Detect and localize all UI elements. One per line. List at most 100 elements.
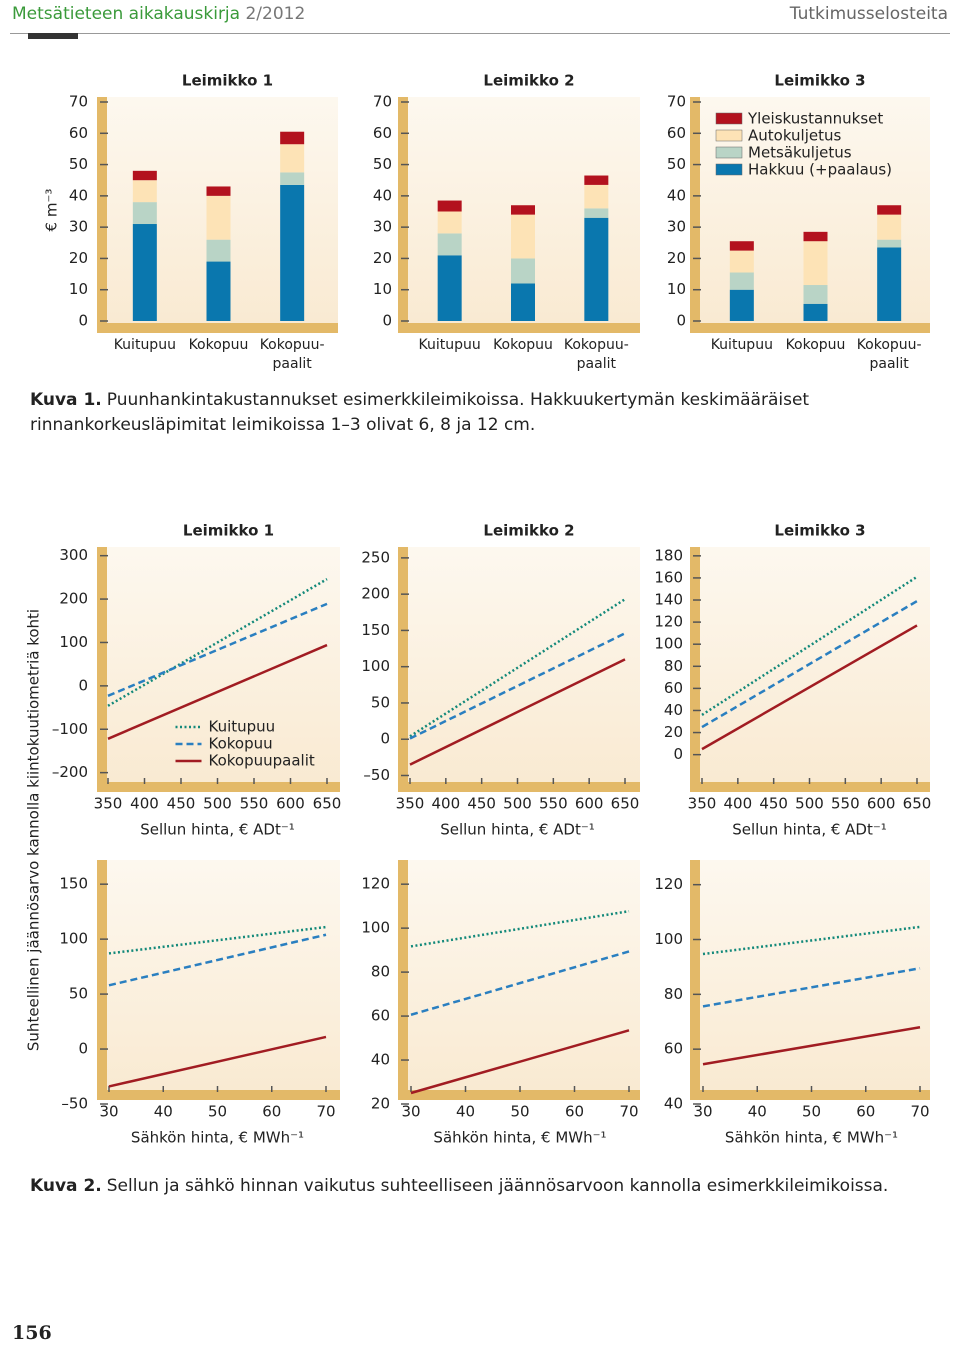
x-tick-label: Kokopuu <box>785 337 846 353</box>
y-tick-label: 20 <box>371 1095 390 1113</box>
line <box>702 967 921 1008</box>
x-tick-label: Kokopuu-paalit <box>259 337 325 372</box>
x-tick-label: 500 <box>795 795 824 813</box>
x-axis-bar <box>97 782 340 792</box>
y-tick-label: 60 <box>373 124 392 142</box>
y-tick-label: 0 <box>380 730 390 748</box>
panel <box>107 547 340 782</box>
y-tick-label: 20 <box>373 249 392 267</box>
y-tick-label: 10 <box>667 280 686 298</box>
caption-text: Puunhankintakustannukset esimerkkileimik… <box>30 390 810 435</box>
bar-segment <box>511 205 535 215</box>
bar-segment <box>803 241 828 286</box>
journal: Metsätieteen aikakauskirja <box>12 4 241 24</box>
x-tick-label: 550 <box>539 795 568 813</box>
bar-segment <box>584 208 609 218</box>
y-tick-label: 70 <box>373 93 392 111</box>
x-tick-label: 500 <box>503 795 532 813</box>
x-tick-label-box: Kokopuu <box>188 337 249 353</box>
chart-title: Leimikko 1 <box>183 522 274 540</box>
y-axis-bar <box>690 547 700 792</box>
x-axis-bar <box>398 323 640 333</box>
x-tick-label: 650 <box>611 795 640 813</box>
panel <box>700 547 930 782</box>
x-axis-bar <box>690 323 930 333</box>
x-tick-label: 600 <box>575 795 604 813</box>
bar-segment <box>206 186 231 196</box>
y-tick-label: 120 <box>654 613 683 631</box>
x-tick-label: 450 <box>759 795 788 813</box>
figure2-ylabel: Suhteellinen jäännösarvo kannolla kiinto… <box>25 609 43 1051</box>
x-tick-label: 50 <box>802 1103 821 1121</box>
bar-segment <box>803 303 828 321</box>
line <box>409 598 626 738</box>
chart-title: Leimikko 2 <box>483 522 574 540</box>
header-rule <box>10 33 950 34</box>
x-tick-label-box: Kokopuu-paalit <box>857 337 922 372</box>
bar-segment <box>437 200 462 212</box>
line <box>410 950 630 1016</box>
caption-2: Kuva 2. Sellun ja sähkö hinnan vaikutus s… <box>30 1174 940 1199</box>
y-tick-label: 200 <box>361 585 390 603</box>
y-tick-label: 50 <box>69 985 88 1003</box>
legend-swatch <box>715 146 743 159</box>
bar-segment <box>437 255 462 321</box>
header-left: Metsätieteen aikakauskirja 2/2012 <box>12 4 305 24</box>
bar-segment <box>132 180 157 203</box>
line <box>107 643 328 740</box>
x-tick-label: 550 <box>240 795 269 813</box>
bar-segment <box>877 214 902 240</box>
y-tick-label: 120 <box>361 875 390 893</box>
y-axis-bar <box>690 97 700 333</box>
y-tick-label: 100 <box>361 657 390 675</box>
line <box>701 624 918 751</box>
bar-segment <box>877 205 902 215</box>
y-tick-label: 50 <box>667 155 686 173</box>
y-tick-label: 20 <box>69 249 88 267</box>
y-tick-label: 50 <box>373 155 392 173</box>
y-axis-bar <box>398 547 408 792</box>
line <box>702 1026 921 1066</box>
bar-segment <box>280 131 305 145</box>
y-tick-label: 200 <box>59 590 88 608</box>
bar-segment <box>803 231 828 242</box>
y-tick-label: 0 <box>78 312 88 330</box>
y-axis-label: € m⁻³ <box>43 189 61 232</box>
line <box>107 578 328 707</box>
y-tick-label: –50 <box>363 766 390 784</box>
y-tick-label: –200 <box>52 763 88 781</box>
line <box>702 925 921 956</box>
x-tick-label: 30 <box>99 1103 118 1121</box>
legend-label: Autokuljetus <box>748 127 842 145</box>
x-axis-bar <box>690 1090 930 1100</box>
x-tick-label: 650 <box>903 795 932 813</box>
x-tick-label: 70 <box>910 1103 929 1121</box>
bar-segment <box>877 247 902 321</box>
x-axis-label: Sähkön hinta, € MWh⁻¹ <box>433 1129 606 1147</box>
bar-segment <box>280 144 305 173</box>
x-tick-label: 400 <box>724 795 753 813</box>
bar-segment <box>206 239 231 262</box>
bar-segment <box>132 224 157 321</box>
x-tick-label: 400 <box>130 795 159 813</box>
legend-label: Hakkuu (+paalaus) <box>748 161 892 179</box>
bar-segment <box>729 241 754 251</box>
bar-segment <box>729 289 754 321</box>
y-tick-label: 80 <box>371 963 390 981</box>
bar-segment <box>584 217 609 321</box>
x-tick-label: 60 <box>565 1103 584 1121</box>
x-tick-label: 550 <box>831 795 860 813</box>
x-tick-label: 400 <box>432 795 461 813</box>
y-tick-label: 100 <box>654 635 683 653</box>
y-tick-label: 60 <box>69 124 88 142</box>
y-tick-label: 40 <box>373 186 392 204</box>
y-tick-label: 60 <box>664 1040 683 1058</box>
legend-label: Yleiskustannukset <box>747 110 883 128</box>
bar-segment <box>511 214 535 259</box>
legend-label: Metsäkuljetus <box>748 144 852 162</box>
y-tick-label: 60 <box>371 1007 390 1025</box>
y-tick-label: 40 <box>371 1051 390 1069</box>
x-tick-label: Kokopuu <box>188 337 249 353</box>
x-axis-bar <box>398 782 640 792</box>
x-axis-label: Sellun hinta, € ADt⁻¹ <box>732 821 887 839</box>
